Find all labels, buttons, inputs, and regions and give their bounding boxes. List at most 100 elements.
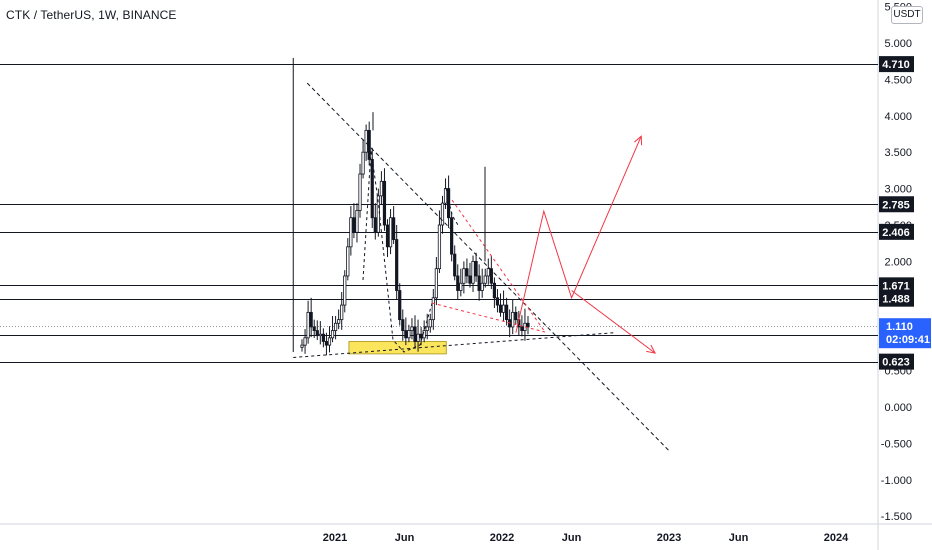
candle-body [395, 239, 399, 291]
time-axis[interactable]: 2021 Jun 2022 Jun 2023 Jun 2024 [323, 532, 849, 544]
candle-body [456, 275, 460, 291]
candle-body [309, 311, 313, 328]
projection-path [515, 136, 642, 333]
candle-body [330, 330, 335, 339]
candle-body [352, 217, 356, 233]
candle-body [340, 304, 344, 321]
price-tick-label: 0.000 [884, 402, 912, 414]
candle-body [410, 326, 414, 331]
time-tick-label: 2021 [323, 532, 347, 544]
candle-body [343, 275, 347, 306]
candle-body [486, 268, 490, 277]
candle-body [425, 326, 429, 331]
candle-body [327, 337, 332, 346]
candle-body [388, 217, 393, 248]
candle-body [514, 311, 518, 321]
level-price-label: 4.710 [882, 59, 910, 71]
projection-arrowhead [646, 344, 657, 354]
price-tick-label: -1.000 [881, 475, 912, 487]
time-tick-label: 2024 [824, 532, 849, 544]
level-price-tag [879, 353, 914, 370]
time-tick-label: Jun [395, 532, 415, 544]
level-price-tag [879, 56, 914, 73]
candle-body [440, 202, 445, 226]
candle-body [495, 297, 500, 306]
candle-body [337, 319, 341, 324]
candle-body [398, 290, 402, 321]
price-tick-label: 2.000 [884, 256, 912, 268]
candle-body [306, 311, 310, 339]
candle-body [333, 322, 338, 331]
candle-body [505, 304, 509, 321]
candles [300, 112, 530, 356]
price-tick-label: 5.000 [884, 38, 912, 50]
price-tags: 4.7102.7852.4061.6711.4880.9900.6231.110… [879, 56, 931, 370]
candle-body [419, 333, 423, 339]
candle-body [468, 275, 472, 284]
candle-body [361, 151, 365, 175]
candle-body [431, 297, 435, 321]
candle-body [477, 275, 481, 291]
candle-countdown-label: 02:09:41 [886, 334, 930, 346]
demand-zone-layer [348, 340, 447, 355]
candle-body [434, 268, 438, 299]
level-price-label: 0.623 [882, 357, 910, 369]
candle-body [404, 330, 408, 339]
level-price-tag [879, 196, 914, 213]
candle-body [355, 210, 359, 233]
candle-body [324, 341, 329, 346]
candle-body [401, 319, 405, 331]
time-tick-label: Jun [729, 532, 749, 544]
price-axis[interactable]: 5.5005.0004.5004.0003.5003.0002.5002.000… [881, 2, 912, 524]
chart-title: CTK / TetherUS, 1W, BINANCE [6, 8, 177, 22]
candle-body [465, 268, 469, 277]
level-price-label: 1.488 [882, 294, 910, 306]
candle-body [492, 282, 497, 299]
candle-body [437, 224, 442, 270]
trendlines [292, 58, 670, 452]
descending-trendline [306, 82, 670, 452]
candle-body [373, 217, 377, 233]
candle-body [392, 217, 396, 240]
candle-body [520, 326, 524, 331]
candle-body [443, 188, 448, 204]
candle-body [511, 311, 515, 328]
level-price-label: 2.785 [882, 199, 910, 211]
price-tick-label: 4.000 [884, 111, 912, 123]
candle-body [300, 344, 304, 348]
candle-body [407, 330, 411, 339]
price-tick-label: -0.500 [881, 438, 912, 450]
candle-body [358, 173, 362, 211]
candle-body [303, 337, 307, 346]
price-tick-label: 3.000 [884, 184, 912, 196]
time-tick-label: 2022 [490, 532, 514, 544]
candle-body [459, 282, 463, 291]
candle-body [489, 268, 493, 284]
candle-body [446, 188, 451, 219]
candle-body [382, 180, 387, 226]
candle-body [483, 275, 487, 284]
wedge-lower-line [431, 302, 546, 333]
level-price-tag [879, 223, 914, 240]
currency-badge[interactable]: USDT [891, 6, 923, 24]
level-price-label: 2.406 [882, 227, 910, 239]
current-price-label: 1.110 [886, 321, 913, 333]
level-price-label: 1.671 [882, 280, 910, 292]
candle-body [471, 260, 475, 284]
candle-body [385, 224, 390, 248]
candle-body [498, 304, 503, 313]
candle-body [416, 333, 420, 342]
candle-body [450, 217, 454, 255]
candle-body [526, 322, 530, 328]
candle-body [462, 268, 466, 284]
candle-body [349, 217, 353, 248]
candle-body [413, 326, 417, 342]
projection-path [571, 290, 656, 354]
candle-body [315, 330, 319, 337]
projection-arrowhead [634, 135, 643, 146]
candle-body [379, 180, 384, 197]
price-tick-label: 3.500 [884, 147, 912, 159]
demand-zone [348, 340, 447, 355]
